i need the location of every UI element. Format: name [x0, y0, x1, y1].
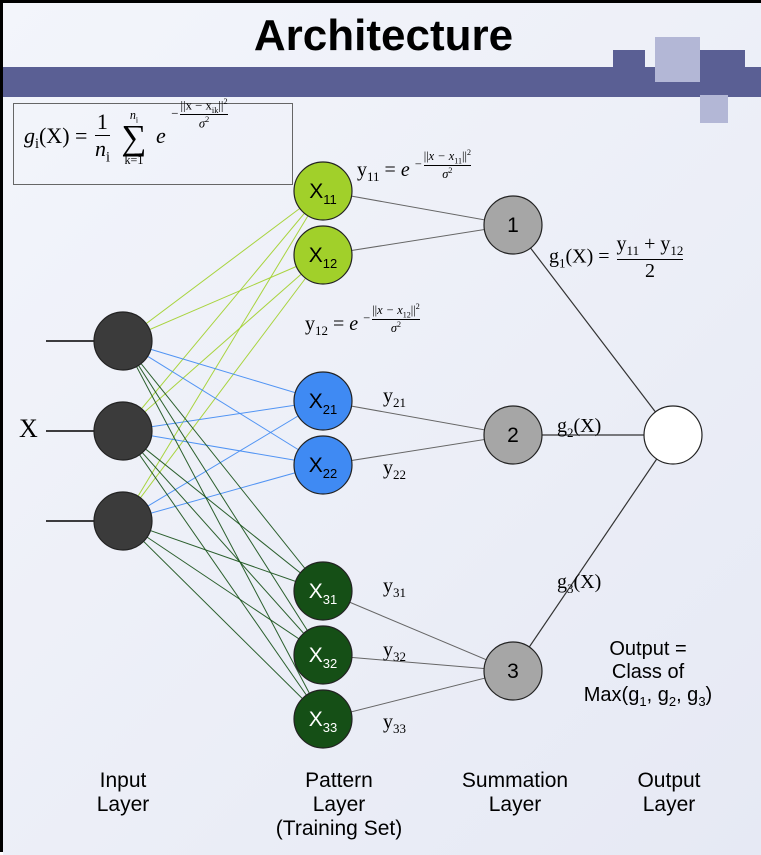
svg-text:2: 2 — [507, 424, 519, 447]
formula-box: gi(X) = 1ni ni∑k=1 e −||x − xik||2σ2 — [13, 103, 293, 185]
equation-y12: y12 = e −||x − x12||2σ2 — [305, 313, 422, 348]
page-title: Architecture — [3, 11, 761, 61]
edge-label: y33 — [383, 711, 406, 737]
input-x-label: X — [19, 414, 38, 444]
layer-label: OutputLayer — [599, 769, 739, 817]
equation-g1: g1(X) = y11 + y122 — [549, 233, 685, 283]
slide-frame: X11X12X21X22X31X32X33123 Architecture gi… — [0, 0, 761, 852]
edge-label: y31 — [383, 575, 406, 601]
edge-label: y32 — [383, 639, 406, 665]
output-description: Output =Class ofMax(g1, g2, g3) — [563, 638, 733, 709]
layer-label: SummationLayer — [435, 769, 595, 817]
svg-text:3: 3 — [507, 660, 519, 683]
edge-label: y22 — [383, 457, 406, 483]
edge-label: y21 — [383, 385, 406, 411]
layer-label: InputLayer — [63, 769, 183, 817]
g-label: g2(X) — [557, 415, 601, 441]
svg-text:1: 1 — [507, 214, 519, 237]
layer-label: PatternLayer(Training Set) — [259, 769, 419, 841]
g-label: g3(X) — [557, 571, 601, 597]
equation-y11: y11 = e −||x − x11||2σ2 — [357, 159, 473, 194]
